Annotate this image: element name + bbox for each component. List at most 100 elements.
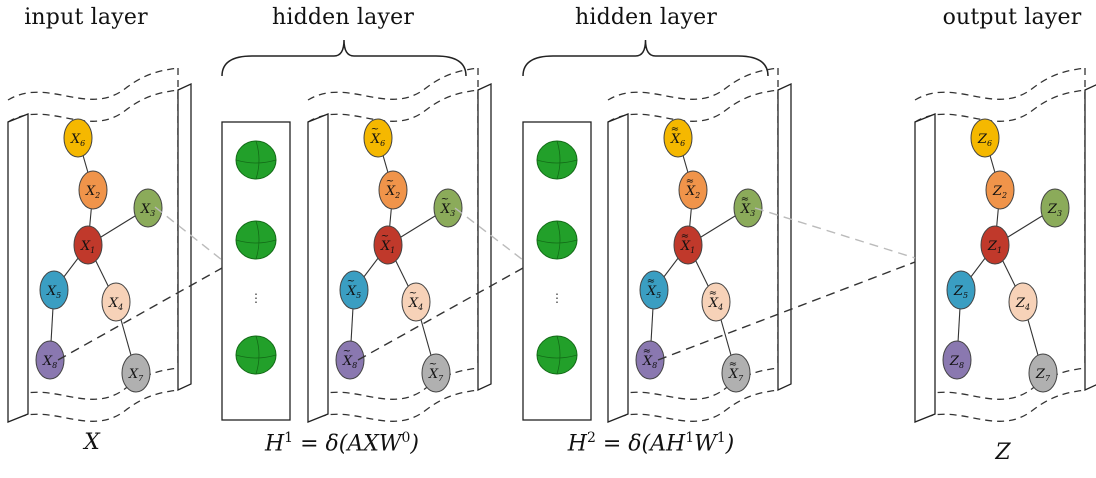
projection-line-input-bottom: [57, 267, 223, 361]
hidden2-graph-node-subscript: 5: [656, 291, 661, 300]
hidden1-panel: [307, 67, 492, 423]
hidden2-graph-node-subscript: 1: [690, 246, 695, 255]
hidden1-graph-node: [335, 340, 365, 380]
output-graph-node-subscript: 8: [959, 361, 964, 370]
hidden1-panel-bottom-curve: [307, 389, 479, 423]
hidden2-graph-node: [635, 340, 665, 380]
hidden2-panel-left-edge: [607, 113, 629, 423]
hidden1-graph-node: [401, 282, 431, 322]
output-graph-node-subscript: 2: [1001, 191, 1007, 200]
hidden2-graph-node: [673, 225, 703, 265]
hidden2-panel-right-edge: [777, 82, 792, 392]
hidden-layer-1-neurons-neuron: [235, 335, 277, 375]
input-graph-node-subscript: 7: [138, 374, 144, 383]
output-panel-bottom-curve: [914, 389, 1086, 423]
hidden1-panel-back-top: [307, 67, 479, 101]
hidden1-graph-node: [378, 170, 408, 210]
hidden2-graph-node-tilde: ≈: [741, 194, 749, 205]
hidden-layer-2-neurons-neuron: [536, 220, 578, 260]
hidden2-graph-node-subscript: 7: [738, 374, 744, 383]
hidden-layer-1-neurons-neuron-line: [255, 220, 260, 260]
hidden-layer-2-neurons-neuron-line: [536, 354, 578, 359]
hidden1-graph-node-subscript: 1: [390, 246, 395, 255]
output-graph-node: [980, 225, 1010, 265]
output-graph-node: [1028, 353, 1058, 393]
hidden-layer-1-title: hidden layer: [271, 5, 415, 30]
hidden-layer-1-neurons-neuron: [235, 220, 277, 260]
input-graph-node: [133, 188, 163, 228]
hidden-layer-2-neurons-neuron-line: [556, 220, 561, 260]
input-graph-node: [101, 282, 131, 322]
input-graph-node: [121, 353, 151, 393]
input-panel: [7, 67, 192, 423]
projection-line-hidden2-bottom: [657, 261, 916, 361]
h2-sup: 2: [586, 430, 596, 446]
hidden1-graph-node-subscript: 5: [356, 291, 361, 300]
output-formula-var: Z: [995, 440, 1011, 465]
input-graph-node-subscript: 6: [80, 139, 85, 148]
hidden2-graph-node-subscript: 2: [694, 191, 700, 200]
input-panel-right-edge: [177, 82, 192, 392]
hidden2-graph-node: [701, 282, 731, 322]
output-formula: Z: [995, 440, 1010, 465]
hidden1-graph-node-tilde: ~: [347, 276, 355, 287]
input-graph-node-subscript: 8: [52, 361, 57, 370]
output-graph-node: [942, 340, 972, 380]
input-graph-node-subscript: 3: [150, 209, 155, 218]
hidden-layer-1-neurons-ellipsis: ⋮: [250, 291, 262, 305]
hidden2-graph-node-tilde: ≈: [671, 124, 679, 135]
hidden2-graph-node-subscript: 3: [750, 209, 755, 218]
h1-sup: 1: [284, 430, 294, 446]
output-panel-back-top: [914, 67, 1086, 101]
hidden-layer-1-neurons-neuron-line: [255, 140, 260, 180]
hidden-layer-1-neurons-neuron: [235, 140, 277, 180]
h2-rhs-w: W: [694, 431, 717, 457]
input-panel-top-curve: [7, 89, 179, 123]
output-panel-left-edge: [914, 113, 936, 423]
output-graph-node-subscript: 1: [997, 246, 1002, 255]
output-graph-node-subscript: 4: [1024, 303, 1030, 312]
hidden-2-formula: H2 = δ(AH1W1): [568, 430, 735, 456]
hidden1-graph-node: [421, 353, 451, 393]
input-layer-title: input layer: [24, 5, 148, 30]
hidden2-graph-node-tilde: ≈: [647, 276, 655, 287]
input-graph-node: [35, 340, 65, 380]
output-panel-right-edge: [1084, 84, 1096, 392]
hidden2-graph-node-subscript: 6: [680, 139, 685, 148]
output-graph-node-subscript: 6: [987, 139, 992, 148]
hidden-layer-2-neurons-neuron: [536, 335, 578, 375]
hidden2-graph: X6≈X2≈X3≈X1≈X5≈X4≈X8≈X7≈: [635, 118, 763, 393]
hidden-layer-2-neurons-ellipsis: ⋮: [551, 291, 563, 305]
hidden1-graph-node: [433, 188, 463, 228]
hidden-layer-2-neurons: ⋮: [522, 121, 592, 421]
hidden1-graph-node-tilde: ~: [409, 288, 417, 299]
hidden1-panel-top-curve: [307, 89, 479, 123]
hidden-layer-1-neurons-neuron-line: [235, 354, 277, 359]
hidden1-graph-node-tilde: ~: [371, 124, 379, 135]
hidden-1-formula: H1 = δ(AXW0): [265, 430, 419, 456]
input-graph-node-subscript: 5: [56, 291, 61, 300]
hidden2-graph-node-subscript: 4: [717, 303, 723, 312]
hidden1-graph-node-tilde: ~: [343, 346, 351, 357]
hidden-layer-1-neurons: ⋮: [221, 121, 291, 421]
hidden2-panel-back-bottom: [607, 367, 779, 401]
output-graph-node: [985, 170, 1015, 210]
hidden2-graph-node-tilde: ≈: [681, 231, 689, 242]
hidden1-graph-node-subscript: 4: [417, 303, 423, 312]
hidden2-panel: [607, 67, 792, 423]
hidden-layer-2-neurons-neuron-line: [556, 335, 561, 375]
hidden2-graph-node: [639, 270, 669, 310]
hidden-layer-2-title: hidden layer: [574, 5, 718, 30]
h1-lhs: H: [264, 431, 285, 457]
output-graph-node-subscript: 5: [963, 291, 968, 300]
hidden-layer-2-bracket: [522, 39, 769, 77]
hidden1-panel-left-edge: [307, 113, 329, 423]
hidden-layer-2-neurons-neuron-line: [536, 159, 578, 164]
output-graph-node: [946, 270, 976, 310]
output-graph-node: [1040, 188, 1070, 228]
h2-rhs-sup2: 1: [716, 430, 726, 446]
input-graph-node-subscript: 1: [90, 246, 95, 255]
projection-line-hidden1-bottom: [357, 267, 524, 361]
